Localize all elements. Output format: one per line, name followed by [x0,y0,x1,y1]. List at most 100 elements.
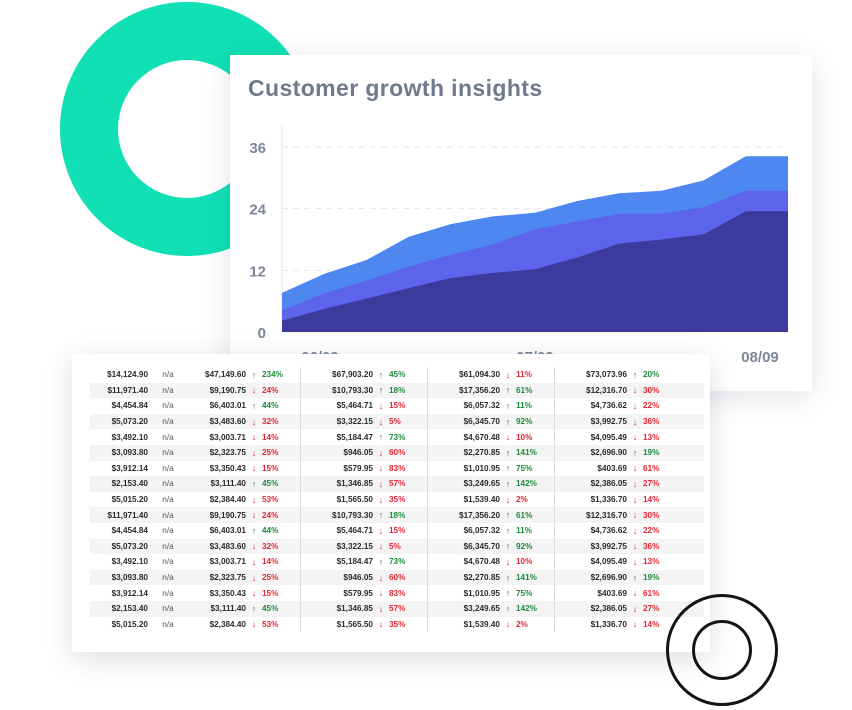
table-row: $5,015.20 n/a $2,384.40 ↓ 53% $1,565.50 ↓ 35% $1… [90,491,704,508]
arrow-down-icon: ↓ [505,556,511,567]
na-cell: n/a [162,463,174,473]
value-cell: $3,111.40 [186,476,248,492]
arrow-down-icon: ↓ [632,619,638,630]
value-cell: $3,111.40 [186,600,248,617]
arrow-down-icon: ↓ [632,463,638,474]
na-cell: n/a [162,526,174,536]
change-percent: 11% [514,398,555,414]
arrow-up-icon: ↑ [375,382,387,399]
value-cell: $17,356.20 [427,507,502,523]
arrow-down-icon: ↓ [248,538,260,555]
value-cell: $3,249.65 [427,600,502,617]
value-cell: $1,565.50 [336,619,373,629]
arrow-up-icon: ↑ [502,538,514,555]
data-table-card: $14,124.90 n/a $47,149.60 ↑ 234% $67,903.20 ↑ 4… [72,354,710,652]
decorative-black-ring-inner [692,620,752,680]
chart-title: Customer growth insights [248,75,543,101]
y-tick-label: 12 [249,263,266,280]
y-tick-label: 0 [258,325,266,342]
arrow-up-icon: ↑ [505,463,511,474]
arrow-up-icon: ↑ [505,588,511,599]
change-percent: 13% [643,432,660,442]
value-cell: $1,539.40 [463,495,500,505]
na-cell: n/a [150,600,186,617]
na-cell: n/a [162,432,174,442]
arrow-down-icon: ↓ [248,444,260,461]
table-row: $3,492.10 n/a $3,003.71 ↓ 14% $5,184.47 ↑ 73% $4… [90,429,704,445]
value-cell: $2,153.40 [90,600,150,617]
change-percent: 30% [641,382,704,399]
arrow-down-icon: ↓ [251,619,257,630]
arrow-up-icon: ↑ [505,400,511,411]
arrow-down-icon: ↓ [505,494,511,505]
value-cell: $3,322.15 [300,413,375,430]
data-table: $14,124.90 n/a $47,149.60 ↑ 234% $67,903.20 ↑ 4… [90,367,704,633]
arrow-up-icon: ↑ [629,569,641,586]
change-percent: 15% [260,585,301,601]
arrow-up-icon: ↑ [502,507,514,523]
value-cell: $6,345.70 [427,538,502,555]
arrow-up-icon: ↑ [505,525,511,536]
arrow-down-icon: ↓ [632,400,638,411]
na-cell: n/a [162,370,174,380]
change-percent: 13% [643,557,660,567]
arrow-down-icon: ↓ [375,569,387,586]
value-cell: $2,384.40 [209,619,246,629]
value-cell: $4,670.48 [463,432,500,442]
value-cell: $5,015.20 [111,495,148,505]
value-cell: $2,153.40 [90,476,150,492]
change-percent: 14% [260,554,301,570]
area-chart: 012243606/0907/0908/09 [249,125,788,366]
value-cell: $5,073.20 [90,538,150,555]
table-row: $5,015.20 n/a $2,384.40 ↓ 53% $1,565.50 ↓ 35% $1… [90,616,704,633]
value-cell: $3,483.60 [186,538,248,555]
arrow-down-icon: ↓ [248,569,260,586]
table-row: $14,124.90 n/a $47,149.60 ↑ 234% $67,903.20 ↑ 4… [90,367,704,383]
arrow-down-icon: ↓ [505,369,511,380]
table-row: $3,492.10 n/a $3,003.71 ↓ 14% $5,184.47 ↑ 73% $4… [90,554,704,570]
value-cell: $11,971.40 [90,507,150,523]
value-cell: $5,184.47 [336,432,373,442]
y-tick-label: 36 [249,140,266,157]
value-cell: $2,696.90 [554,444,629,461]
arrow-down-icon: ↓ [251,494,257,505]
value-cell: $2,270.85 [427,569,502,586]
arrow-down-icon: ↓ [632,525,638,536]
value-cell: $3,992.75 [554,538,629,555]
change-percent: 14% [260,429,301,445]
value-cell: $946.05 [300,569,375,586]
change-percent: 60% [387,569,428,586]
arrow-down-icon: ↓ [378,588,384,599]
na-cell: n/a [162,588,174,598]
change-percent: 92% [514,413,555,430]
y-tick-label: 24 [249,202,266,219]
arrow-up-icon: ↑ [251,369,257,380]
change-percent: 19% [641,569,704,586]
change-percent: 27% [641,476,704,492]
value-cell: $17,356.20 [427,382,502,399]
change-percent: 18% [387,382,428,399]
change-percent: 141% [514,444,555,461]
value-cell: $2,270.85 [427,444,502,461]
change-percent: 15% [387,522,428,539]
change-percent: 75% [514,585,555,601]
arrow-down-icon: ↓ [251,463,257,474]
value-cell: $14,124.90 [107,370,148,380]
arrow-up-icon: ↑ [378,556,384,567]
change-percent: 2% [514,616,555,633]
arrow-down-icon: ↓ [375,444,387,461]
arrow-down-icon: ↓ [505,619,511,630]
value-cell: $2,384.40 [209,495,246,505]
change-percent: 75% [514,460,555,477]
na-cell: n/a [162,557,174,567]
value-cell: $3,350.43 [209,463,246,473]
change-percent: 83% [387,585,428,601]
change-percent: 15% [260,460,301,477]
value-cell: $9,190.75 [186,507,248,523]
change-percent: 5% [387,413,428,430]
value-cell: $3,003.71 [209,432,246,442]
arrow-up-icon: ↑ [502,600,514,617]
value-cell: $403.69 [597,588,627,598]
value-cell: $1,539.40 [463,619,500,629]
value-cell: $5,184.47 [336,557,373,567]
